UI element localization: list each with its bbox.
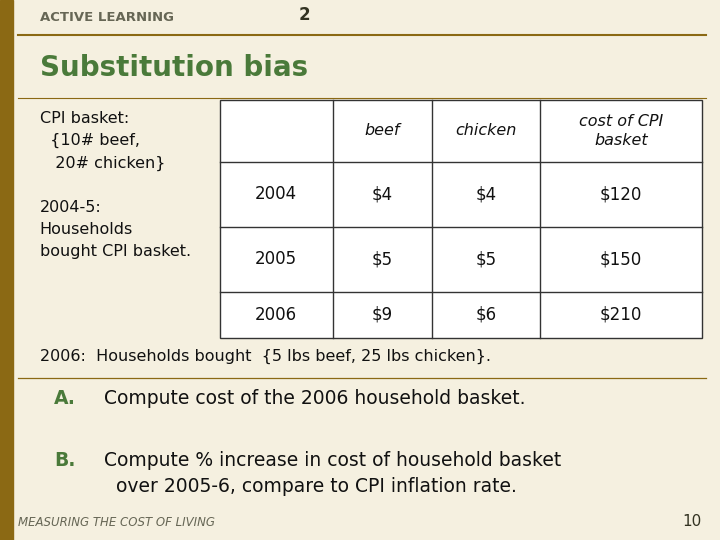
Text: 2005: 2005 — [255, 250, 297, 268]
Text: cost of CPI
basket: cost of CPI basket — [579, 114, 663, 148]
Text: $4: $4 — [372, 185, 393, 204]
Text: $210: $210 — [600, 306, 642, 323]
Text: Compute % increase in cost of household basket
  over 2005-6, compare to CPI inf: Compute % increase in cost of household … — [104, 451, 562, 496]
Text: B.: B. — [54, 451, 76, 470]
Text: $4: $4 — [475, 185, 497, 204]
Text: beef: beef — [364, 124, 400, 138]
Bar — [220, 100, 702, 338]
Text: Compute cost of the 2006 household basket.: Compute cost of the 2006 household baske… — [104, 389, 526, 408]
Text: $120: $120 — [600, 185, 642, 204]
Text: $6: $6 — [475, 306, 497, 323]
Text: A.: A. — [54, 389, 76, 408]
Text: Substitution bias: Substitution bias — [40, 54, 307, 82]
Text: 2004: 2004 — [255, 185, 297, 204]
Text: ACTIVE LEARNING: ACTIVE LEARNING — [40, 11, 179, 24]
Text: $9: $9 — [372, 306, 393, 323]
Text: 2: 2 — [299, 6, 310, 24]
Text: 2006: 2006 — [255, 306, 297, 323]
Text: MEASURING THE COST OF LIVING: MEASURING THE COST OF LIVING — [18, 516, 215, 529]
Text: CPI basket:
  {10# beef,
   20# chicken}

2004-5:
Households
bought CPI basket.: CPI basket: {10# beef, 20# chicken} 2004… — [40, 111, 191, 259]
Text: chicken: chicken — [455, 124, 517, 138]
Text: 10: 10 — [683, 514, 702, 529]
Text: $5: $5 — [372, 250, 393, 268]
Text: $150: $150 — [600, 250, 642, 268]
Text: 2006:  Households bought  {5 lbs beef, 25 lbs chicken}.: 2006: Households bought {5 lbs beef, 25 … — [40, 348, 490, 363]
Text: $5: $5 — [475, 250, 497, 268]
